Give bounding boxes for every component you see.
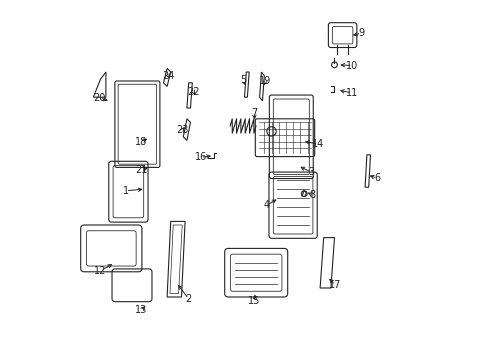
Text: 18: 18 bbox=[135, 137, 147, 147]
Text: 6: 6 bbox=[373, 173, 379, 183]
Text: 5: 5 bbox=[240, 75, 246, 85]
Text: 24: 24 bbox=[162, 71, 174, 81]
Text: 20: 20 bbox=[93, 93, 106, 103]
Text: 3: 3 bbox=[307, 167, 313, 177]
Text: 1: 1 bbox=[122, 186, 128, 196]
Text: 22: 22 bbox=[187, 87, 199, 97]
Text: 11: 11 bbox=[346, 88, 358, 98]
Text: 2: 2 bbox=[185, 294, 191, 304]
Text: 14: 14 bbox=[311, 139, 324, 149]
Text: 13: 13 bbox=[135, 305, 147, 315]
Text: 7: 7 bbox=[250, 108, 257, 118]
Text: 19: 19 bbox=[259, 76, 271, 86]
Text: 15: 15 bbox=[248, 296, 260, 306]
Text: 12: 12 bbox=[94, 266, 106, 276]
Text: 16: 16 bbox=[194, 152, 206, 162]
Text: 4: 4 bbox=[263, 200, 269, 210]
Text: 17: 17 bbox=[328, 280, 341, 290]
Text: 9: 9 bbox=[358, 28, 364, 38]
Text: 8: 8 bbox=[309, 190, 315, 200]
Text: 21: 21 bbox=[135, 165, 147, 175]
Text: 23: 23 bbox=[176, 125, 188, 135]
Text: 10: 10 bbox=[346, 60, 358, 71]
